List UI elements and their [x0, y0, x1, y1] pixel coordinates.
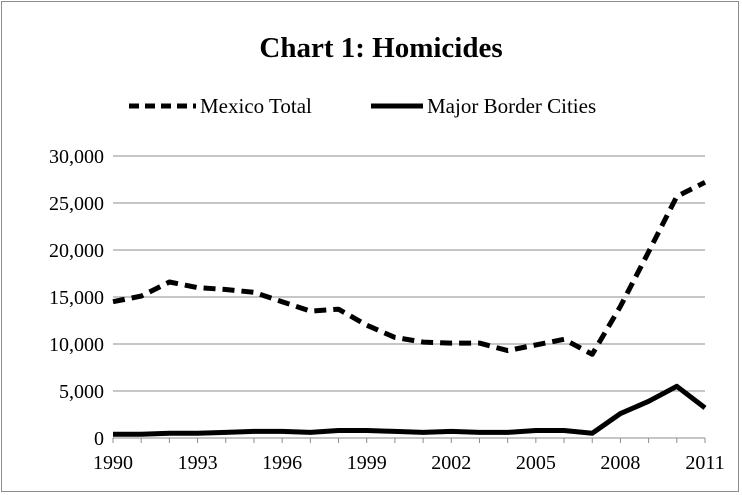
- series-line-major-border-cities: [113, 383, 707, 437]
- y-axis-tick-labels: 0 5,000 10,000 15,000 20,000 25,000 30,000: [49, 146, 104, 450]
- y-tick-label: 15,000: [49, 287, 104, 309]
- y-tick-label: 10,000: [49, 334, 104, 356]
- y-tick-label: 30,000: [49, 146, 104, 168]
- x-tick-label: 2011: [685, 452, 724, 474]
- series-lines: [112, 180, 707, 437]
- x-tick-label: 1996: [262, 452, 302, 474]
- x-tick-label: 2002: [431, 452, 471, 474]
- series-line-mexico-total: [112, 180, 707, 357]
- legend-label-major-border-cities: Major Border Cities: [427, 94, 596, 118]
- y-tick-label: 5,000: [59, 381, 104, 403]
- x-tick-label: 2008: [600, 452, 640, 474]
- y-tick-label: 25,000: [49, 193, 104, 215]
- legend-label-mexico-total: Mexico Total: [200, 94, 312, 118]
- x-tick-label: 1993: [178, 452, 218, 474]
- x-tick-label: 1990: [93, 452, 133, 474]
- x-tick-label: 1999: [347, 452, 387, 474]
- x-axis: 1990 1993 1996 1999 2002 2005 2008 2011: [93, 437, 725, 474]
- gridlines: [113, 155, 705, 392]
- chart-title: Chart 1: Homicides: [259, 32, 502, 64]
- y-tick-label: 20,000: [49, 240, 104, 262]
- legend: Mexico Total Major Border Cities: [129, 94, 596, 118]
- y-tick-label: 0: [94, 428, 104, 450]
- x-tick-label: 2005: [516, 452, 556, 474]
